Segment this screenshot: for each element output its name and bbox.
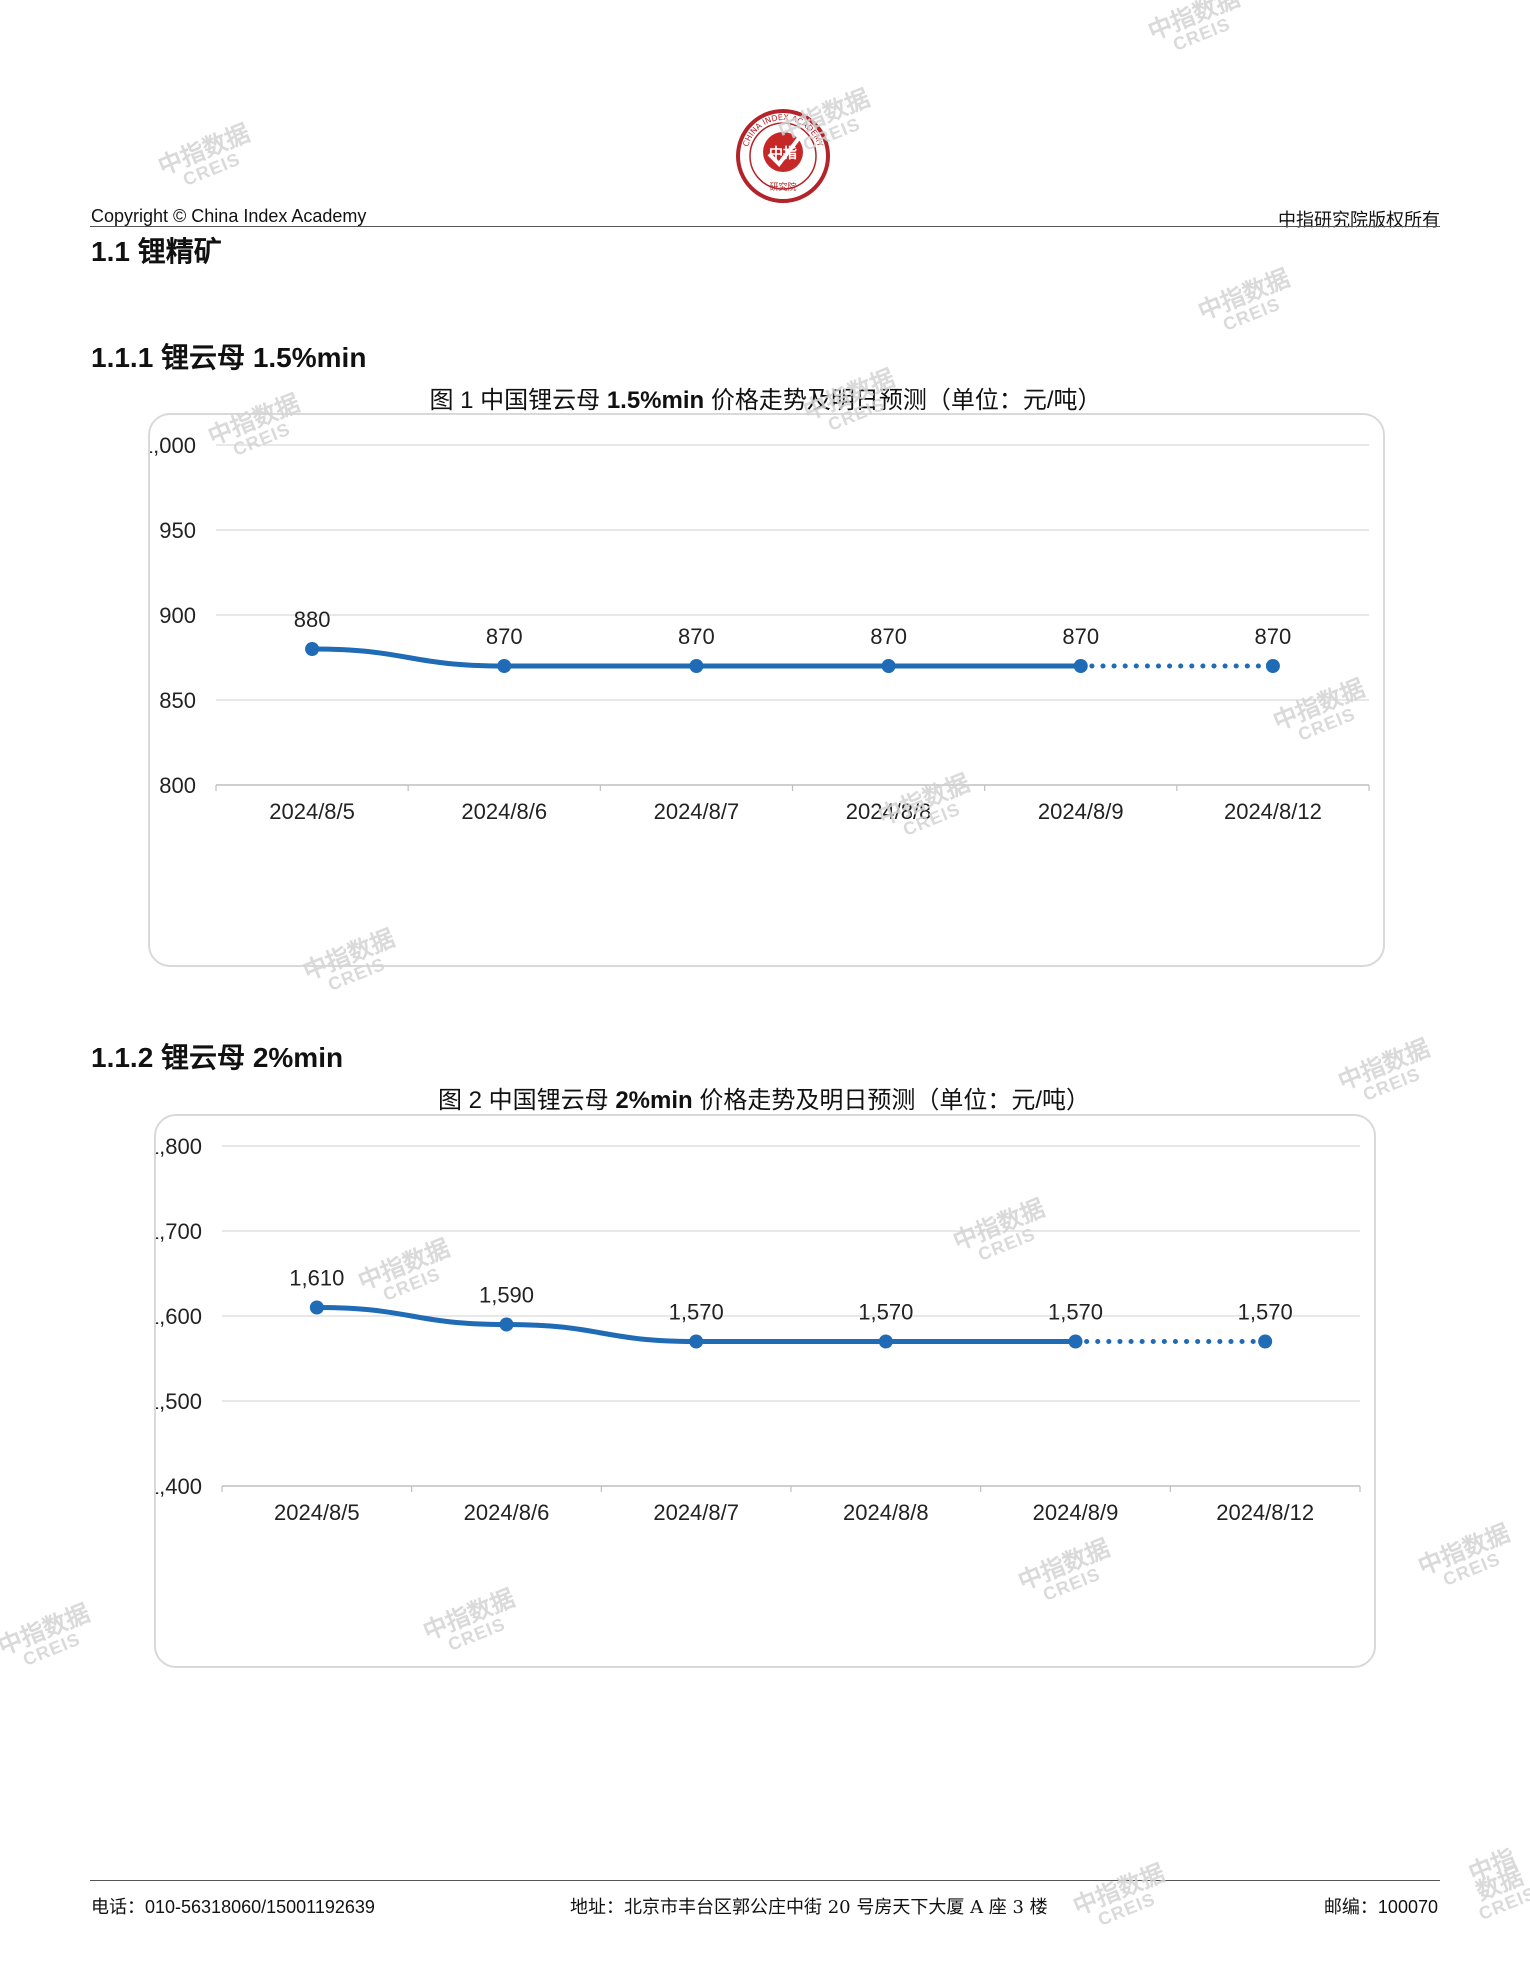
data-label: 1,610 <box>289 1266 344 1291</box>
watermark: 中指数据 CREIS <box>0 1599 94 1670</box>
y-tick-label: 850 <box>159 688 196 713</box>
copyright-text: Copyright © China Index Academy <box>91 206 367 226</box>
subsection-heading-2: 1.1.2 锂云母 2%min <box>91 1042 344 1073</box>
y-tick-label: 1,600 <box>156 1304 202 1329</box>
x-tick-label: 2024/8/12 <box>1224 799 1322 824</box>
chart-2: 1,400 1,500 1,600 1,700 1,800 2024/8/5 2024/8/… <box>156 1134 1361 1525</box>
chart-1: 800 850 900 950 1,000 2024/8/5 2024/8/6 2024/8/… <box>150 433 1370 824</box>
data-point <box>309 1300 324 1315</box>
x-tick-label: 2024/8/7 <box>653 1500 739 1525</box>
y-tick-label: 1,500 <box>156 1389 202 1414</box>
x-tick-label: 2024/8/6 <box>464 1500 550 1525</box>
chart-2-frame: 1,400 1,500 1,600 1,700 1,800 2024/8/5 2024/8/… <box>154 1114 1376 1668</box>
x-tick-label: 2024/8/9 <box>1038 799 1124 824</box>
figure-title-1: 图 1 中国锂云母 1.5%min 价格走势及明日预测（单位：元/吨） <box>148 380 1383 415</box>
data-point <box>1068 1334 1083 1349</box>
data-label: 1,590 <box>479 1283 534 1308</box>
header-divider <box>90 226 1440 227</box>
watermark: 中指数据 CREIS <box>1069 1859 1169 1930</box>
y-tick-label: 800 <box>159 773 196 798</box>
data-point <box>1258 1334 1273 1349</box>
data-label: 880 <box>294 607 331 632</box>
figure-label: 图 2 <box>437 1087 482 1114</box>
data-point <box>689 1334 704 1349</box>
x-tick-label: 2024/8/12 <box>1216 1500 1314 1525</box>
data-point <box>881 659 896 673</box>
y-tick-label: 1,000 <box>150 433 196 458</box>
data-label: 870 <box>1255 624 1292 649</box>
figure-suffix: 价格走势及明日预测（单位：元/吨） <box>710 387 1102 414</box>
x-tick-label: 2024/8/5 <box>274 1500 360 1525</box>
figure-grade: 2%min <box>615 1087 693 1114</box>
figure-suffix: 价格走势及明日预测（单位：元/吨） <box>699 1087 1091 1114</box>
data-point <box>497 659 512 673</box>
x-tick-label: 2024/8/5 <box>269 799 355 824</box>
china-index-academy-logo: 中指 研究院 CHINA INDEX ACADEMY <box>736 109 830 203</box>
data-label: 870 <box>678 624 715 649</box>
data-label: 1,570 <box>1048 1300 1103 1325</box>
figure-text: 中国锂云母 <box>488 1087 609 1114</box>
watermark: 中指数据 CREIS <box>1334 1034 1434 1105</box>
y-tick-label: 1,800 <box>156 1134 202 1159</box>
data-point <box>1073 659 1088 673</box>
chart-1-frame: 800 850 900 950 1,000 2024/8/5 2024/8/6 2024/8/… <box>148 413 1385 967</box>
data-point <box>689 659 704 673</box>
footer-divider <box>90 1880 1440 1881</box>
x-tick-label: 2024/8/7 <box>654 799 740 824</box>
data-label: 870 <box>486 624 523 649</box>
x-tick-label: 2024/8/8 <box>843 1500 929 1525</box>
watermark: 中指数据 CREIS <box>1144 0 1244 55</box>
footer-postcode: 邮编：100070 <box>1323 1897 1438 1917</box>
x-tick-label: 2024/8/8 <box>846 799 932 824</box>
x-tick-label: 2024/8/6 <box>461 799 547 824</box>
data-label: 870 <box>870 624 907 649</box>
y-tick-label: 950 <box>159 518 196 543</box>
figure-label: 图 1 <box>429 387 474 414</box>
subsection-heading-1: 1.1.1 锂云母 1.5%min <box>91 342 367 373</box>
watermark: 中指数据 CREIS <box>1414 1519 1514 1590</box>
data-point <box>1265 659 1280 673</box>
logo-bottom-text: 研究院 <box>769 181 796 193</box>
watermark: 中指数据 CREIS <box>154 119 254 190</box>
watermark: 中指数据 CREIS <box>1194 264 1294 335</box>
section-title: 1.1 锂精矿 <box>91 236 222 267</box>
figure-text: 中国锂云母 <box>480 387 601 414</box>
rights-text: 中指研究院版权所有 <box>1278 210 1440 231</box>
figure-grade: 1.5%min <box>606 387 705 414</box>
data-label: 870 <box>1062 624 1099 649</box>
figure-title-2: 图 2 中国锂云母 2%min 价格走势及明日预测（单位：元/吨） <box>154 1080 1374 1115</box>
data-point <box>499 1317 514 1332</box>
footer-address: 地址：北京市丰台区郭公庄中街 20 号房天下大厦 A 座 3 楼 <box>570 1897 1048 1918</box>
y-tick-label: 1,700 <box>156 1219 202 1244</box>
y-tick-label: 1,400 <box>156 1474 202 1499</box>
data-label: 1,570 <box>858 1300 913 1325</box>
data-point <box>305 642 320 656</box>
logo-center-text: 中指 <box>769 145 797 162</box>
data-point <box>878 1334 893 1349</box>
footer-phone: 电话：010-56318060/15001192639 <box>91 1897 375 1917</box>
data-label: 1,570 <box>669 1300 724 1325</box>
y-tick-label: 900 <box>159 603 196 628</box>
x-tick-label: 2024/8/9 <box>1033 1500 1119 1525</box>
data-label: 1,570 <box>1238 1300 1293 1325</box>
watermark: 中指数据 CREIS <box>1465 1844 1530 1925</box>
